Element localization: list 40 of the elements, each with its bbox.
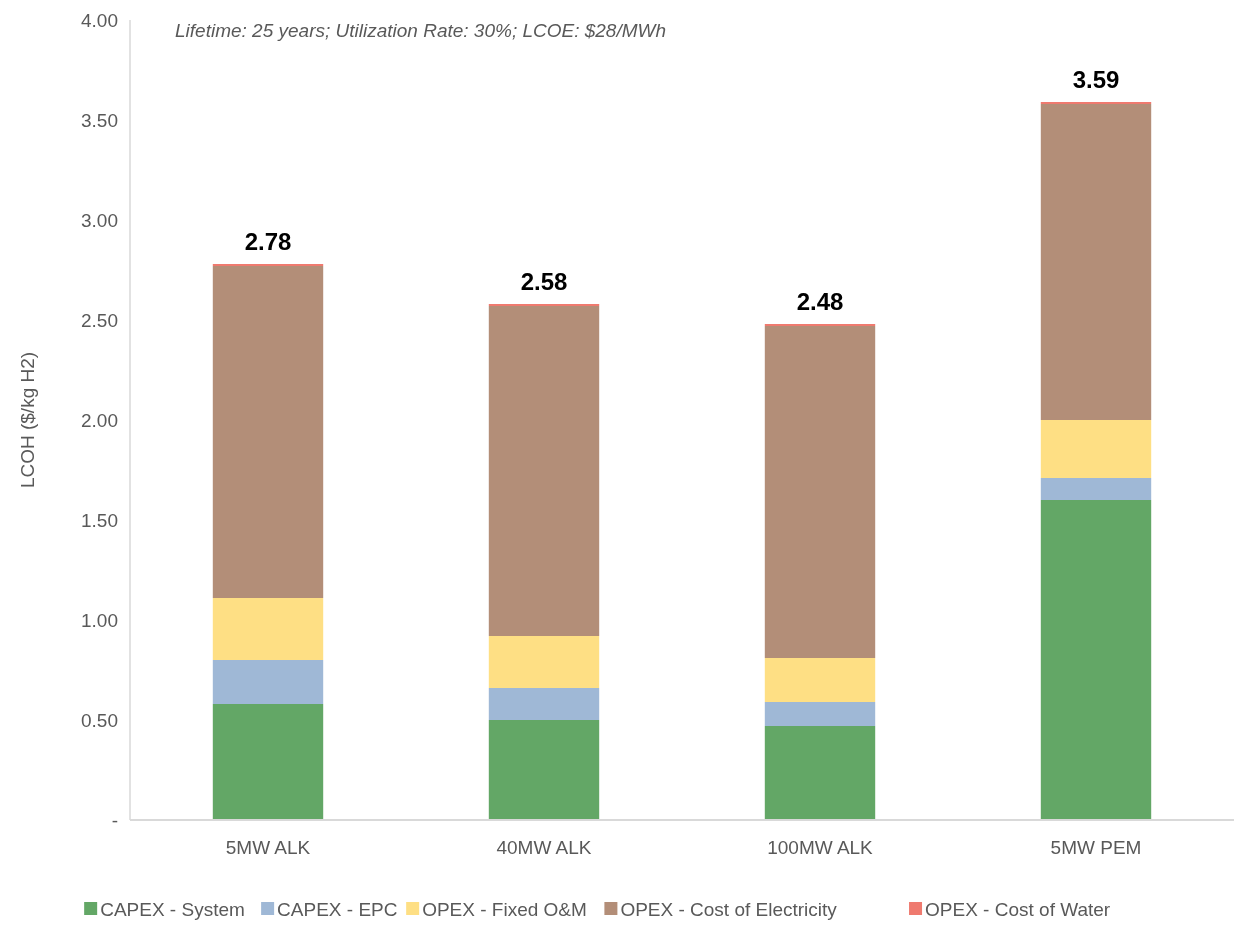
legend-label: OPEX - Cost of Electricity [620, 899, 838, 920]
x-tick-label: 40MW ALK [496, 837, 592, 858]
y-tick-label: 4.00 [81, 9, 118, 31]
bar [488, 688, 600, 720]
total-label: 2.78 [244, 228, 292, 255]
x-tick-label: 5MW PEM [1050, 837, 1142, 858]
x-tick-label: 5MW ALK [225, 837, 311, 858]
bar [488, 636, 600, 688]
y-tick-label: 2.50 [81, 309, 118, 331]
bar [764, 726, 876, 820]
bar [1040, 478, 1152, 500]
bar [1040, 500, 1152, 820]
y-tick-label: 1.00 [81, 609, 118, 631]
bar [764, 326, 876, 658]
bar [764, 702, 876, 726]
bar [1040, 104, 1152, 420]
bar [212, 704, 324, 820]
bar [488, 306, 600, 636]
y-tick-label: 1.50 [81, 509, 118, 531]
bar [212, 660, 324, 704]
bar [488, 720, 600, 820]
bar [1040, 420, 1152, 478]
y-tick-label: 3.50 [81, 109, 118, 131]
total-label: 3.59 [1072, 66, 1120, 93]
bar [212, 266, 324, 598]
legend-label: CAPEX - EPC [277, 899, 398, 920]
y-axis-title: LCOH ($/kg H2) [17, 351, 38, 489]
y-tick-label: 0.50 [81, 709, 118, 731]
y-tick-label: - [111, 809, 118, 831]
x-tick-label: 100MW ALK [767, 837, 874, 858]
legend-label: OPEX - Cost of Water [925, 899, 1111, 920]
legend-label: CAPEX - System [100, 899, 245, 920]
bar [212, 598, 324, 660]
y-tick-label: 2.00 [81, 409, 118, 431]
total-label: 2.58 [520, 268, 568, 295]
y-tick-label: 3.00 [81, 209, 118, 231]
legend-label: OPEX - Fixed O&M [422, 899, 587, 920]
annotation: Lifetime: 25 years; Utilization Rate: 30%; LCOE: $28/MWh [175, 20, 667, 41]
total-label: 2.48 [796, 288, 844, 315]
bar [764, 658, 876, 702]
